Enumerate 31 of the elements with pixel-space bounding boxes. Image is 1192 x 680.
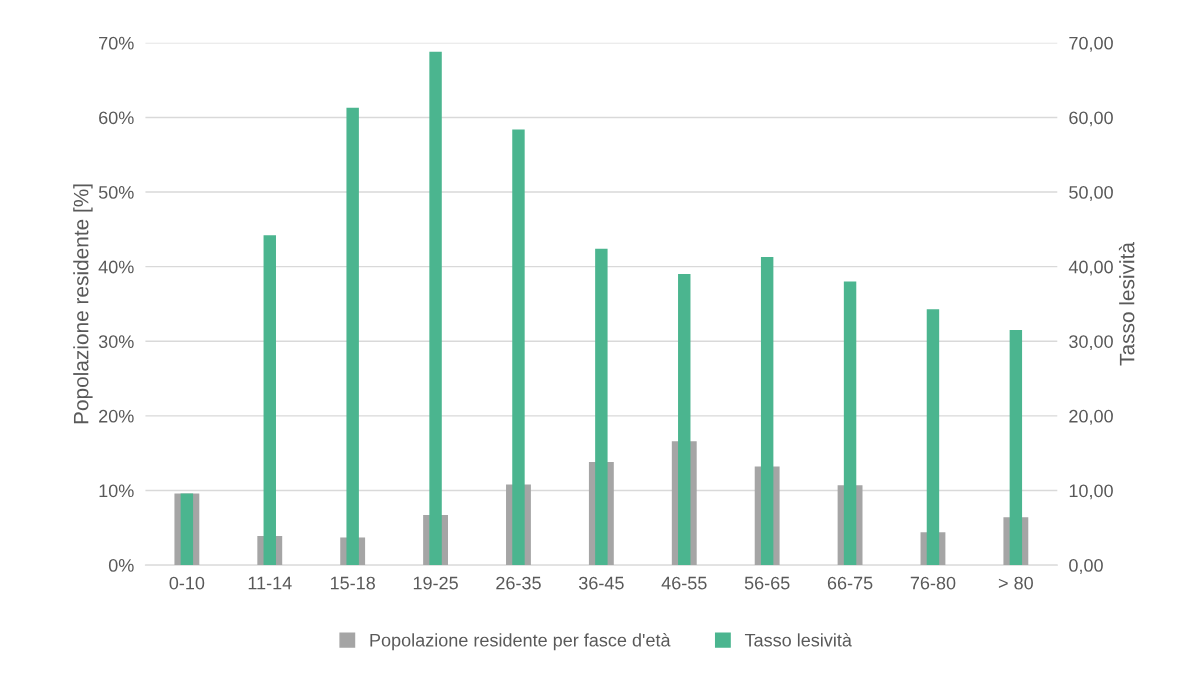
- y-tick-label: 70%: [99, 36, 134, 50]
- x-tick-label: 26-35: [496, 576, 541, 590]
- x-tick-label: 15-18: [330, 576, 375, 590]
- legend-label: Tasso lesività: [744, 633, 852, 647]
- y2-tick-label: 60,00: [1069, 111, 1113, 127]
- y-tick-label: 20%: [99, 409, 134, 423]
- x-tick-label: 19-25: [413, 576, 458, 590]
- legend-label: Popolazione residente per fasce d'età: [370, 633, 671, 651]
- x-tick-label: > 80: [998, 576, 1033, 590]
- x-tick-label: 0-10: [169, 576, 205, 590]
- y-tick-label: 60%: [99, 111, 134, 125]
- y2-tick-label: 0,00: [1069, 559, 1103, 574]
- x-tick-label: 66-75: [827, 576, 873, 590]
- y2-tick-label: 30,00: [1069, 335, 1113, 351]
- y2-tick-label: 50,00: [1069, 185, 1113, 201]
- y2-tick-label: 40,00: [1068, 260, 1113, 276]
- x-tick-label: 56-65: [744, 576, 790, 590]
- y2-tick-label: 20,00: [1069, 409, 1113, 425]
- y-tick-label: 0%: [108, 559, 134, 572]
- y-tick-label: 30%: [98, 335, 134, 348]
- y-tick-label: 40%: [98, 260, 134, 274]
- y2-tick-label: 70,00: [1069, 36, 1113, 52]
- y-tick-label: 50%: [98, 185, 134, 199]
- x-tick-label: 11-14: [248, 576, 292, 590]
- y-tick-label: 10%: [99, 484, 134, 498]
- y2-tick-label: 10,00: [1069, 484, 1113, 500]
- x-tick-label: 46-55: [661, 576, 707, 590]
- y2-axis-title: Tasso lesività: [1118, 242, 1135, 366]
- x-tick-label: 76-80: [910, 576, 956, 590]
- y-axis-title: Popolazione residente [%]: [73, 184, 93, 424]
- x-tick-label: 36-45: [578, 576, 624, 590]
